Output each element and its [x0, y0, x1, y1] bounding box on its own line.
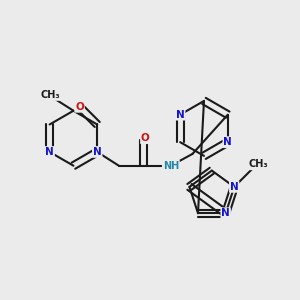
Text: NH: NH [163, 161, 179, 171]
Text: CH₃: CH₃ [249, 159, 268, 169]
Text: O: O [75, 102, 84, 112]
Text: N: N [176, 110, 184, 120]
Text: N: N [93, 147, 102, 157]
Text: O: O [141, 133, 150, 143]
Text: N: N [224, 137, 232, 147]
Text: N: N [230, 182, 239, 192]
Text: CH₃: CH₃ [40, 90, 60, 100]
Text: N: N [221, 208, 230, 218]
Text: N: N [45, 147, 54, 157]
